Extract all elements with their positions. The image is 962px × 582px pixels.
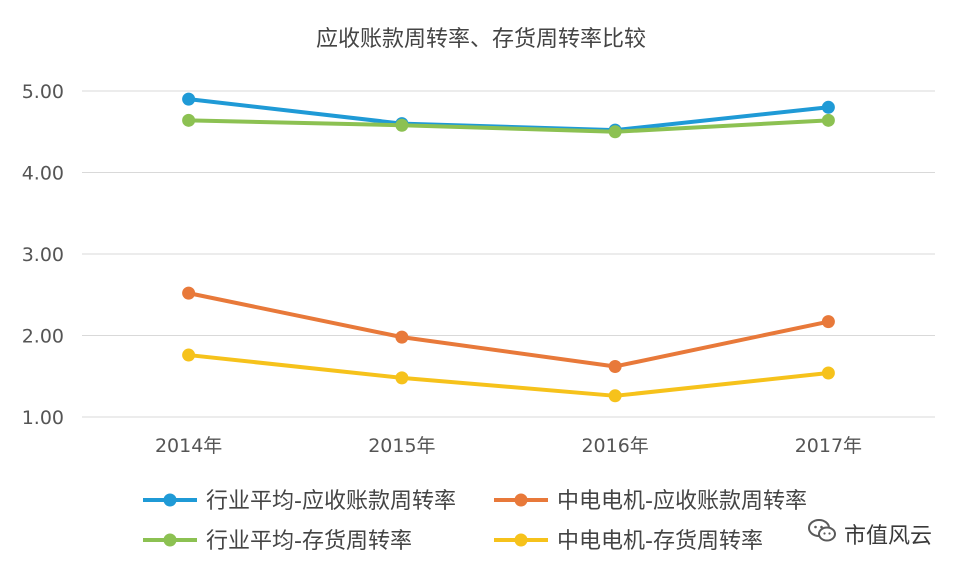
data-point bbox=[821, 315, 835, 329]
x-tick-label: 2017年 bbox=[795, 435, 862, 457]
legend-swatch-marker bbox=[514, 533, 528, 547]
legend-label: 中电电机-应收账款周转率 bbox=[557, 489, 807, 514]
legend-item: 行业平均-存货周转率 bbox=[143, 529, 412, 554]
data-point bbox=[821, 100, 835, 114]
data-point bbox=[395, 118, 409, 132]
y-tick-label: 2.00 bbox=[22, 326, 64, 348]
y-tick-label: 1.00 bbox=[22, 407, 64, 429]
legend-label: 行业平均-应收账款周转率 bbox=[206, 489, 456, 514]
data-point bbox=[608, 125, 622, 139]
series-2 bbox=[182, 286, 835, 373]
legend-swatch-marker bbox=[163, 493, 177, 507]
data-point bbox=[608, 389, 622, 403]
x-axis-ticks: 2014年 2015年 2016年 2017年 bbox=[155, 435, 862, 457]
series-3 bbox=[182, 113, 835, 139]
data-point bbox=[395, 371, 409, 385]
data-point bbox=[608, 359, 622, 373]
watermark: 市值风云 bbox=[807, 518, 932, 550]
legend-swatch-marker bbox=[163, 533, 177, 547]
data-point bbox=[821, 366, 835, 380]
data-point bbox=[182, 92, 196, 106]
series-4 bbox=[182, 348, 835, 403]
data-point bbox=[395, 330, 409, 344]
x-tick-label: 2015年 bbox=[368, 435, 435, 457]
x-tick-label: 2016年 bbox=[581, 435, 648, 457]
legend-swatch-marker bbox=[514, 493, 528, 507]
wechat-icon bbox=[807, 518, 838, 550]
grid bbox=[82, 90, 935, 418]
data-point bbox=[182, 348, 196, 362]
data-point bbox=[182, 286, 196, 300]
series-line bbox=[186, 291, 831, 369]
x-tick-label: 2014年 bbox=[155, 435, 222, 457]
series-line bbox=[186, 118, 831, 134]
data-point bbox=[182, 113, 196, 127]
y-tick-label: 4.00 bbox=[22, 163, 64, 185]
legend-label: 行业平均-存货周转率 bbox=[206, 529, 412, 554]
legend-label: 中电电机-存货周转率 bbox=[557, 529, 763, 554]
y-tick-label: 5.00 bbox=[22, 81, 64, 103]
legend-item: 行业平均-应收账款周转率 bbox=[143, 489, 456, 514]
legend-item: 中电电机-应收账款周转率 bbox=[494, 489, 807, 514]
watermark-text: 市值风云 bbox=[843, 524, 932, 549]
series bbox=[182, 92, 835, 403]
legend-item: 中电电机-存货周转率 bbox=[494, 529, 763, 554]
y-tick-label: 3.00 bbox=[22, 244, 64, 266]
y-axis-ticks: 1.00 2.00 3.00 4.00 5.00 bbox=[22, 81, 64, 429]
series-line bbox=[186, 353, 831, 398]
data-point bbox=[821, 113, 835, 127]
chart-title: 应收账款周转率、存货周转率比较 bbox=[316, 27, 646, 52]
